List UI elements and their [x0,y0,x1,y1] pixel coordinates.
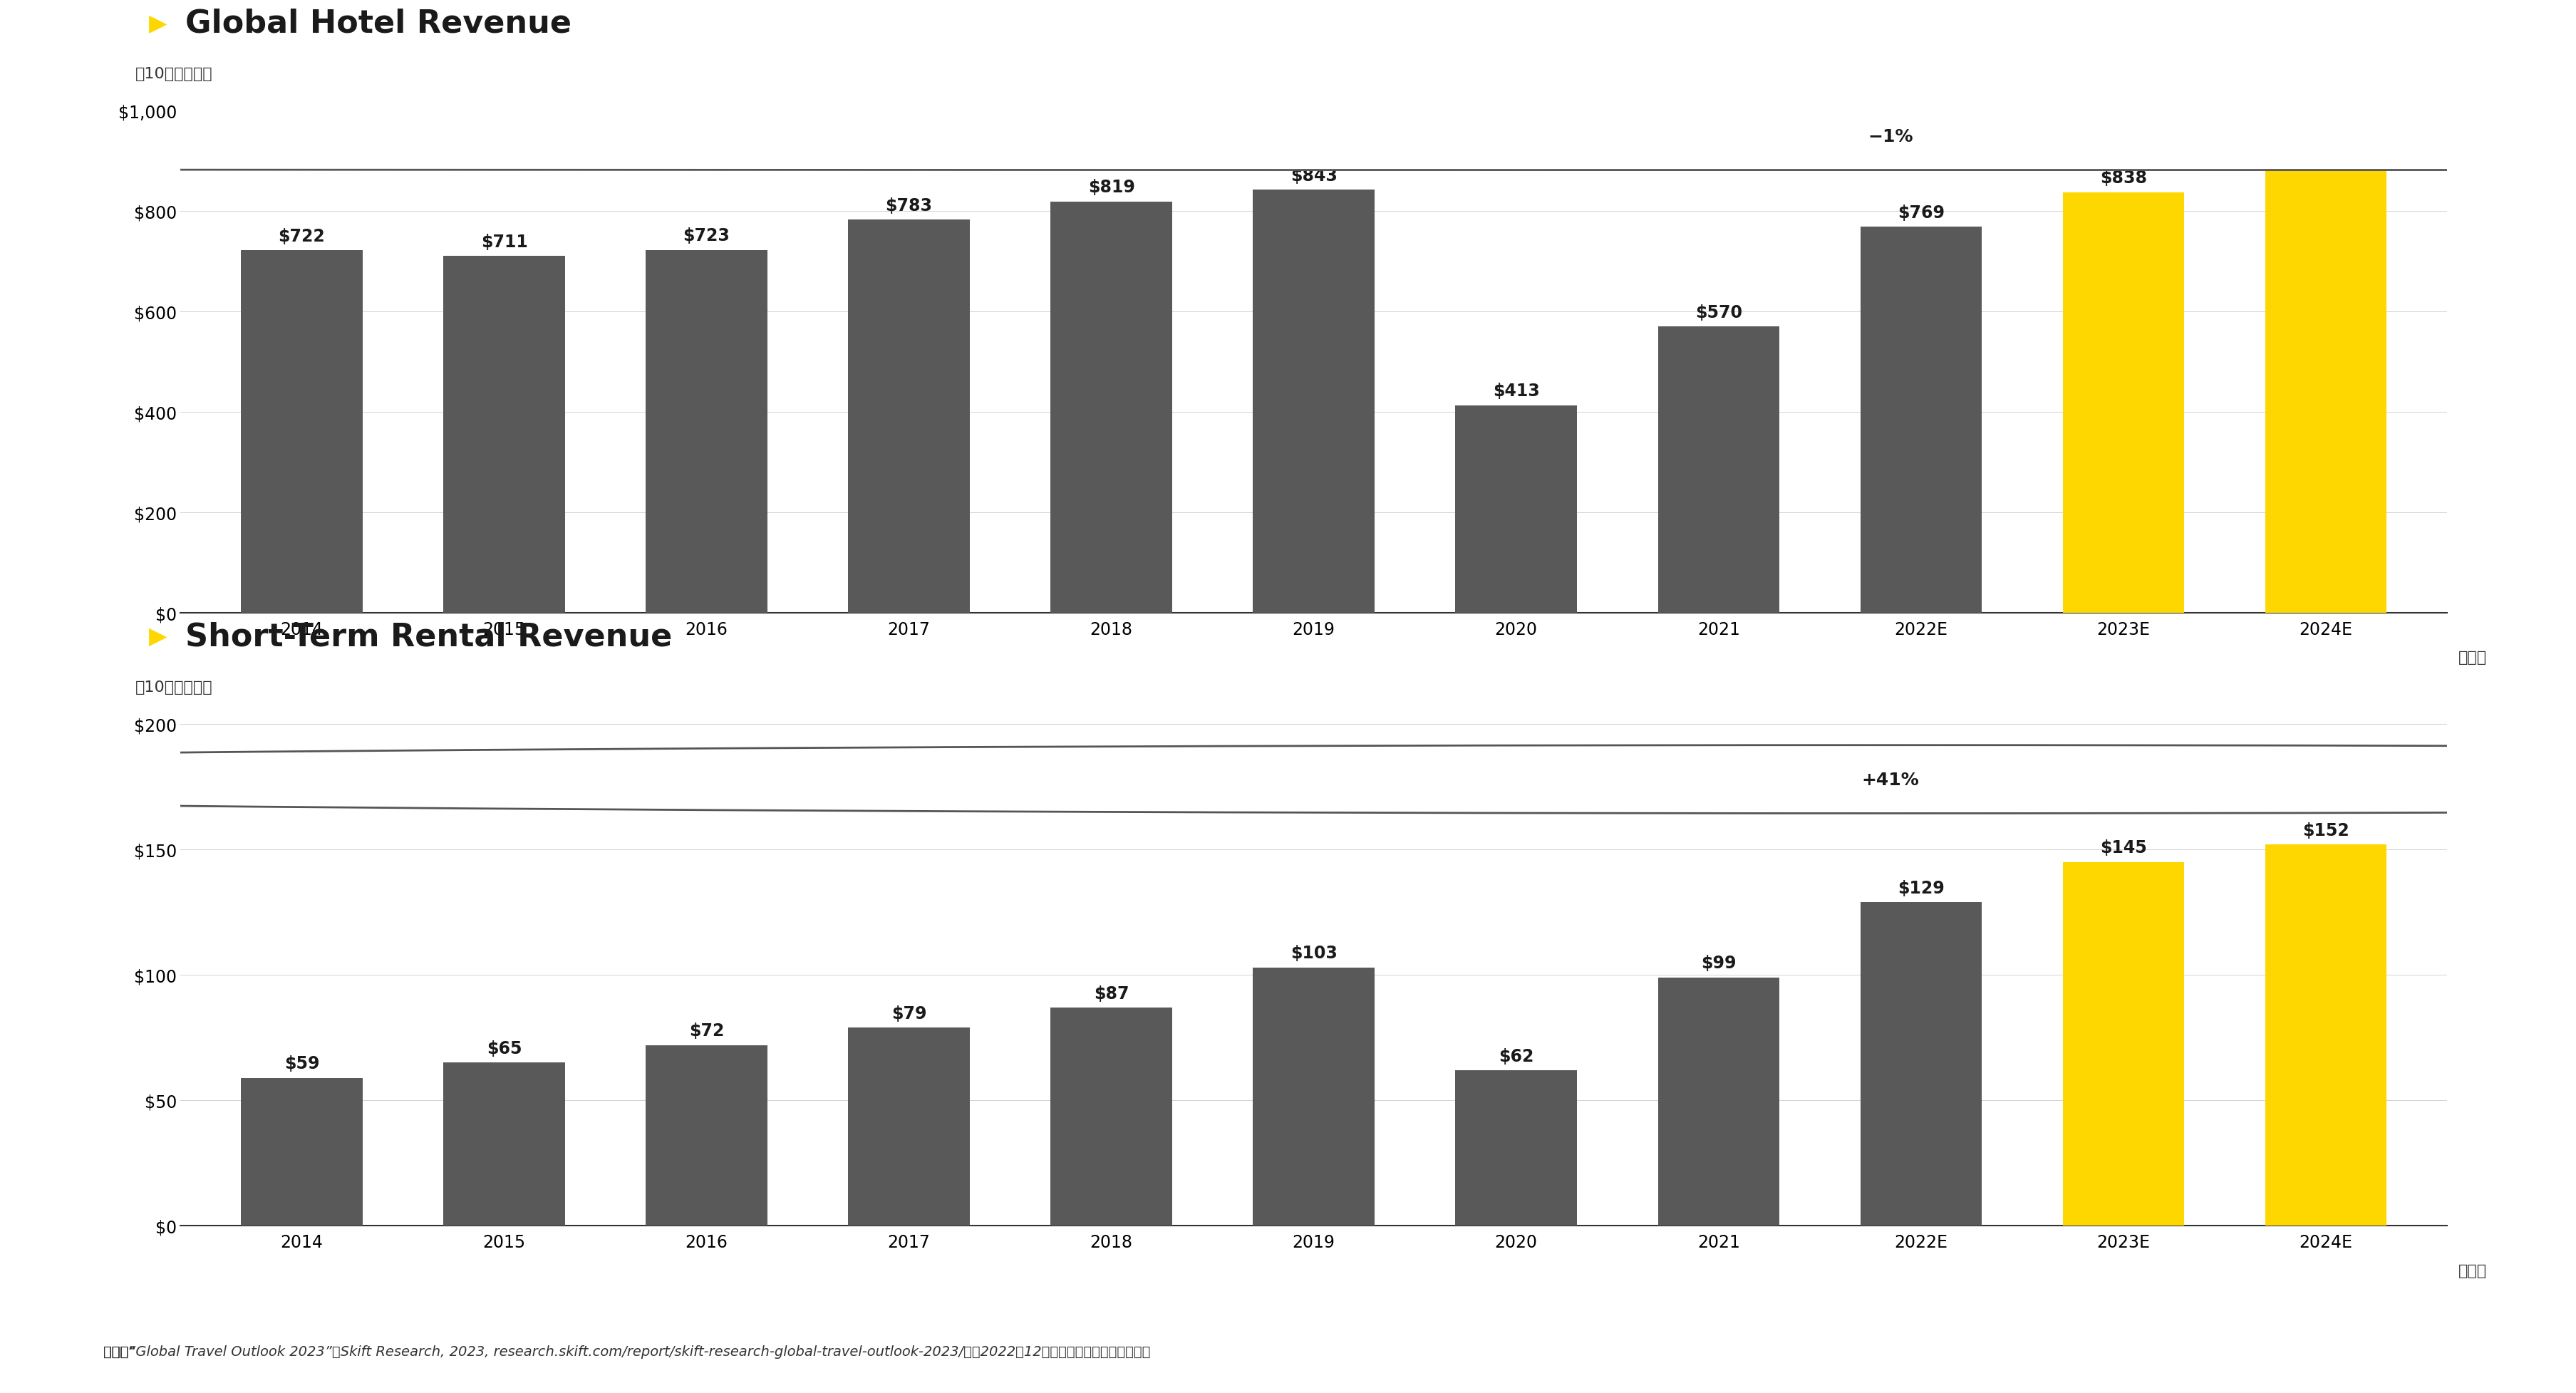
Text: +41%: +41% [1862,770,1919,788]
Bar [1252,968,1376,1226]
Text: $783: $783 [886,198,933,215]
Text: $62: $62 [1499,1048,1533,1064]
Circle shape [0,103,2576,170]
Text: $79: $79 [891,1004,927,1021]
Text: 出典：“: 出典：“ [103,1344,137,1358]
Bar [443,256,564,613]
Bar [848,220,969,613]
Bar [1051,1007,1172,1226]
Text: $838: $838 [2099,170,2146,187]
Bar [1252,191,1376,613]
Bar [443,1063,564,1226]
Text: $65: $65 [487,1039,523,1057]
Bar [1860,227,1981,613]
Text: Global Hotel Revenue: Global Hotel Revenue [185,8,572,39]
Bar [2063,862,2184,1226]
Text: ▶: ▶ [149,625,167,648]
Bar [647,1045,768,1226]
Text: $723: $723 [683,227,729,244]
Text: 出典：“Global Travel Outlook 2023”、Skift Research, 2023, research.skift.com/report/: 出典：“Global Travel Outlook 2023”、Skift Re… [103,1344,1149,1358]
Text: $99: $99 [1700,954,1736,971]
Text: $103: $103 [1291,944,1337,961]
Text: （10億米ドル）: （10億米ドル） [134,67,211,81]
Text: $711: $711 [482,233,528,251]
Bar [2264,844,2385,1226]
Text: $819: $819 [1087,180,1136,196]
Text: $413: $413 [1492,383,1540,400]
Text: $145: $145 [2099,839,2146,857]
Bar [242,251,363,613]
Text: $72: $72 [688,1022,724,1039]
Text: $87: $87 [1095,985,1128,1002]
Bar [242,1078,363,1226]
Text: $722: $722 [278,227,325,245]
Text: $129: $129 [1899,879,1945,896]
Text: $59: $59 [283,1055,319,1071]
Bar [848,1028,969,1226]
Bar [1659,978,1780,1226]
Bar [2264,167,2385,613]
Text: 出典：“: 出典：“ [103,1344,137,1358]
Text: （10億米ドル）: （10億米ドル） [134,680,211,694]
Bar [1860,903,1981,1226]
Text: （年）: （年） [2458,1263,2486,1277]
Text: Short-Term Rental Revenue: Short-Term Rental Revenue [185,621,672,652]
Text: −1%: −1% [1868,128,1914,145]
Bar [1455,405,1577,613]
Text: $570: $570 [1695,304,1741,320]
Text: （年）: （年） [2458,651,2486,664]
Bar [2063,192,2184,613]
Bar [1455,1070,1577,1226]
Text: ▶: ▶ [149,13,167,35]
Text: $769: $769 [1899,205,1945,221]
Text: 出典：“Global Travel Outlook 2023: 出典：“Global Travel Outlook 2023 [103,1344,325,1358]
Text: $843: $843 [1291,167,1337,184]
Bar [1659,327,1780,613]
Text: $889: $889 [2303,143,2349,162]
Bar [647,251,768,613]
Bar [1051,202,1172,613]
Text: $152: $152 [2303,822,2349,839]
Circle shape [0,745,2576,814]
